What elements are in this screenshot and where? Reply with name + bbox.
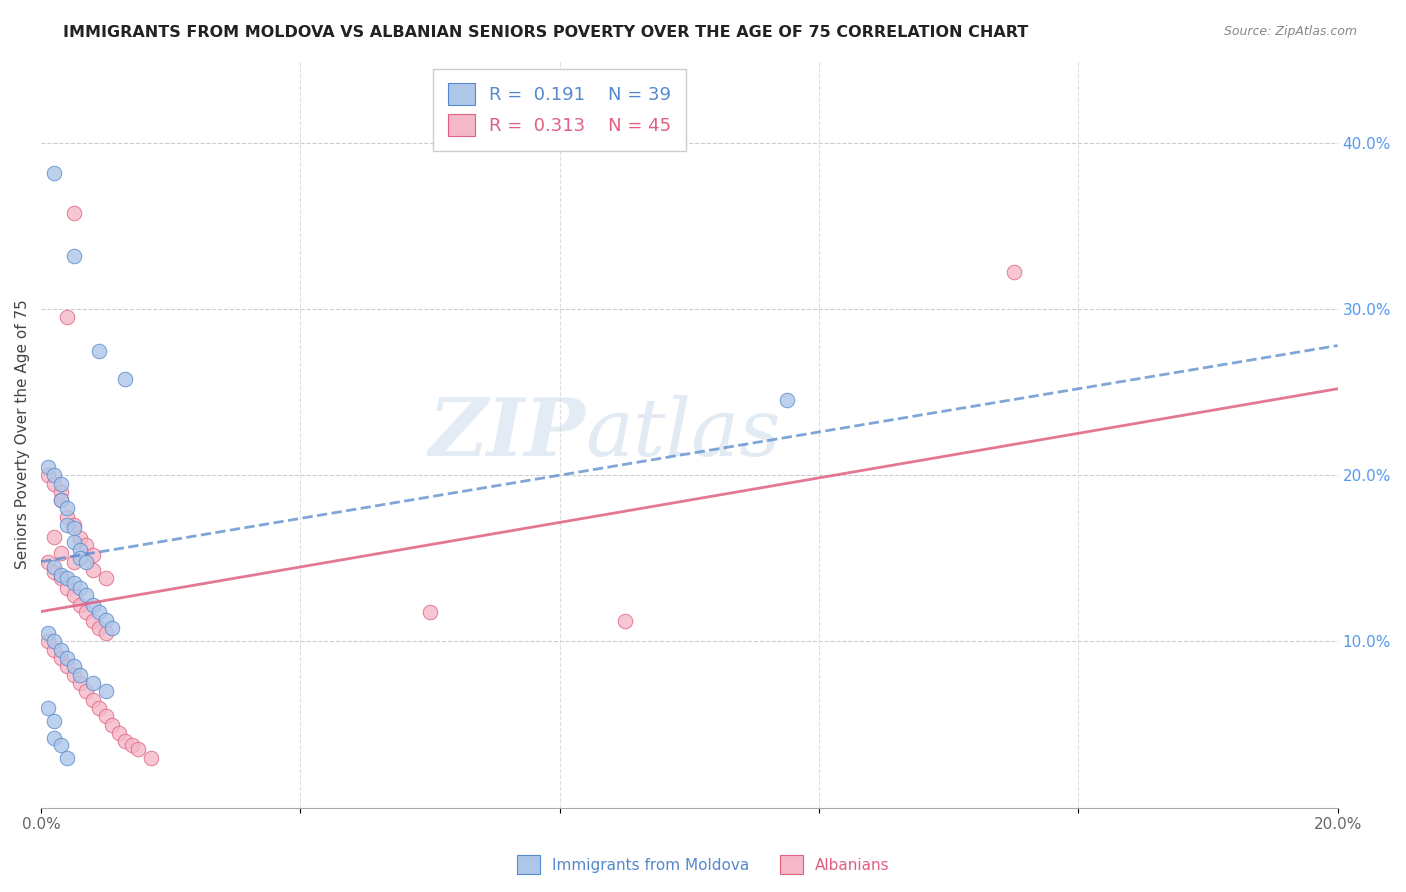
Point: [49, 738, 72, 752]
Point: [49, 546, 72, 560]
Point: [42, 714, 65, 729]
Point: [89, 701, 111, 715]
Point: [89, 343, 111, 358]
Point: [56, 581, 79, 595]
Point: [49, 476, 72, 491]
Point: [42, 559, 65, 574]
Point: [141, 751, 163, 765]
Point: [56, 751, 79, 765]
Point: [82, 598, 104, 612]
Legend: R =  0.191    N = 39, R =  0.313    N = 45: R = 0.191 N = 39, R = 0.313 N = 45: [433, 69, 686, 151]
Point: [114, 734, 136, 748]
Point: [62, 521, 84, 535]
Point: [37, 701, 59, 715]
Point: [62, 205, 84, 219]
Point: [69, 598, 91, 612]
Point: [56, 518, 79, 533]
Point: [37, 626, 59, 640]
Point: [94, 626, 117, 640]
Point: [82, 676, 104, 690]
Point: [76, 538, 98, 552]
Point: [82, 563, 104, 577]
Point: [76, 588, 98, 602]
Point: [62, 659, 84, 673]
Point: [49, 493, 72, 508]
Point: [56, 571, 79, 585]
Point: [42, 642, 65, 657]
Point: [49, 571, 72, 585]
Point: [62, 588, 84, 602]
Legend: Immigrants from Moldova, Albanians: Immigrants from Moldova, Albanians: [510, 849, 896, 880]
Point: [76, 684, 98, 698]
Point: [775, 393, 797, 408]
Point: [56, 501, 79, 516]
Point: [42, 530, 65, 544]
Point: [82, 615, 104, 629]
Point: [42, 634, 65, 648]
Point: [37, 459, 59, 474]
Point: [62, 555, 84, 569]
Point: [121, 738, 143, 752]
Point: [419, 605, 441, 619]
Point: [108, 726, 131, 740]
Text: atlas: atlas: [586, 395, 780, 473]
Point: [62, 249, 84, 263]
Point: [56, 659, 79, 673]
Y-axis label: Seniors Poverty Over the Age of 75: Seniors Poverty Over the Age of 75: [15, 299, 30, 568]
Point: [42, 468, 65, 483]
Point: [37, 634, 59, 648]
Point: [69, 551, 91, 566]
Point: [69, 667, 91, 681]
Point: [89, 621, 111, 635]
Point: [37, 555, 59, 569]
Point: [82, 548, 104, 562]
Point: [56, 310, 79, 325]
Point: [37, 468, 59, 483]
Point: [42, 731, 65, 745]
Point: [94, 709, 117, 723]
Point: [62, 534, 84, 549]
Point: [42, 565, 65, 579]
Point: [69, 532, 91, 546]
Point: [49, 493, 72, 508]
Point: [49, 484, 72, 499]
Point: [62, 667, 84, 681]
Point: [49, 642, 72, 657]
Text: IMMIGRANTS FROM MOLDOVA VS ALBANIAN SENIORS POVERTY OVER THE AGE OF 75 CORRELATI: IMMIGRANTS FROM MOLDOVA VS ALBANIAN SENI…: [63, 25, 1029, 40]
Point: [69, 543, 91, 558]
Point: [62, 576, 84, 591]
Point: [69, 676, 91, 690]
Point: [94, 613, 117, 627]
Point: [114, 372, 136, 386]
Point: [49, 568, 72, 582]
Point: [42, 166, 65, 180]
Point: [613, 615, 636, 629]
Point: [69, 581, 91, 595]
Point: [1002, 265, 1025, 279]
Point: [62, 518, 84, 533]
Point: [82, 692, 104, 706]
Text: Source: ZipAtlas.com: Source: ZipAtlas.com: [1223, 25, 1357, 38]
Point: [101, 621, 124, 635]
Point: [94, 684, 117, 698]
Point: [127, 742, 149, 756]
Point: [76, 605, 98, 619]
Point: [56, 651, 79, 665]
Point: [42, 476, 65, 491]
Point: [76, 555, 98, 569]
Point: [89, 605, 111, 619]
Point: [94, 571, 117, 585]
Point: [56, 509, 79, 524]
Text: ZIP: ZIP: [429, 395, 586, 473]
Point: [49, 651, 72, 665]
Point: [101, 717, 124, 731]
